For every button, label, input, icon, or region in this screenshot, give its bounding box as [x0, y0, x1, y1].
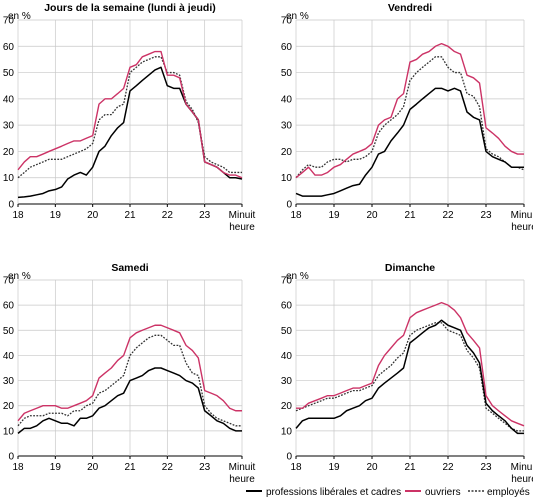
x-tick-label: 20 — [87, 462, 99, 473]
x-axis-label: heure — [511, 222, 533, 233]
y-tick-label: 50 — [281, 326, 293, 337]
x-tick-label: 22 — [442, 210, 454, 221]
x-tick-label: 23 — [480, 210, 492, 221]
x-axis-label: heure — [511, 474, 533, 485]
x-axis-label: heure — [229, 222, 255, 233]
y-tick-label: 60 — [281, 301, 293, 312]
x-tick-label: 21 — [404, 462, 416, 473]
series-line-ouvriers — [296, 301, 525, 427]
x-tick-label: 22 — [442, 462, 454, 473]
x-tick-label: 18 — [290, 210, 302, 221]
chart-samedi: Samedi en % 0 10 20 30 40 50 60 70 18 19 20 21 22 23 Min… — [3, 262, 256, 485]
y-unit-label: en % — [8, 11, 31, 22]
x-tick-label: 19 — [50, 462, 62, 473]
x-tick-label: 20 — [87, 210, 99, 221]
y-tick-label: 40 — [3, 351, 15, 362]
series-line-ouvriers — [17, 50, 243, 179]
x-tick-label: 20 — [366, 462, 378, 473]
legend-item-professions: professions libérales et cadres — [246, 487, 401, 498]
y-tick-label: 40 — [3, 94, 15, 105]
y-tick-label: 40 — [281, 351, 293, 362]
x-tick-label: 23 — [480, 462, 492, 473]
x-tick-label: 21 — [124, 462, 136, 473]
y-tick-label: 0 — [8, 200, 14, 211]
chart-title: Dimanche — [385, 262, 435, 274]
y-tick-label: 10 — [3, 173, 15, 184]
chart-semaine: Jours de la semaine (lundi à jeudi) en % 0… — [3, 2, 256, 233]
y-tick-label: 70 — [3, 276, 15, 287]
legend-label-ouvriers: ouvriers — [425, 487, 461, 498]
x-tick-label: 21 — [404, 210, 416, 221]
x-tick-label: 22 — [162, 462, 174, 473]
x-tick-label: 23 — [199, 462, 211, 473]
chart-vendredi: Vendredi en % 0 10 20 30 40 50 60 70 18 19 20 21 22 23 M… — [281, 2, 533, 233]
x-tick-label: 21 — [124, 210, 136, 221]
y-tick-label: 30 — [281, 376, 293, 387]
y-tick-label: 0 — [286, 200, 292, 211]
x-tick-label: 23 — [199, 210, 211, 221]
y-tick-label: 10 — [3, 426, 15, 437]
y-tick-label: 50 — [3, 326, 15, 337]
x-tick-label: 22 — [162, 210, 174, 221]
y-tick-label: 20 — [3, 401, 15, 412]
x-axis-label: heure — [229, 474, 255, 485]
x-tick-label: 20 — [366, 210, 378, 221]
y-tick-label: 20 — [281, 401, 293, 412]
y-tick-label: 20 — [3, 147, 15, 158]
y-tick-label: 60 — [3, 301, 15, 312]
y-tick-label: 10 — [281, 426, 293, 437]
chart-title: Jours de la semaine (lundi à jeudi) — [44, 2, 216, 14]
y-tick-label: 30 — [281, 121, 293, 132]
series-line-employes — [17, 334, 242, 427]
series-line-employes — [295, 56, 525, 179]
x-tick-label: 18 — [12, 210, 24, 221]
chart-dimanche: Dimanche en % 0 10 20 30 40 50 60 70 18 19 20 21 22 23 M… — [281, 262, 533, 485]
y-tick-label: 40 — [281, 94, 293, 105]
x-tick-label: Minuit — [229, 210, 256, 221]
series-line-professions — [295, 87, 524, 197]
y-tick-label: 10 — [281, 173, 293, 184]
chart-title: Samedi — [111, 262, 148, 274]
x-tick-label: Minuit — [511, 462, 533, 473]
y-tick-label: 70 — [281, 276, 293, 287]
x-tick-label: 19 — [328, 210, 340, 221]
y-tick-label: 0 — [286, 452, 292, 463]
y-tick-label: 0 — [8, 452, 14, 463]
series-line-professions — [295, 319, 524, 435]
y-unit-label: en % — [286, 271, 309, 282]
series-line-ouvriers — [17, 324, 242, 422]
series-line-employes — [17, 56, 242, 179]
y-tick-label: 30 — [3, 121, 15, 132]
y-unit-label: en % — [286, 11, 309, 22]
y-tick-label: 50 — [281, 68, 293, 79]
x-tick-label: 18 — [290, 462, 302, 473]
y-tick-label: 60 — [3, 42, 15, 53]
legend-item-ouvriers: ouvriers — [405, 487, 461, 498]
charts: Jours de la semaine (lundi à jeudi) en % 0… — [3, 2, 533, 485]
y-unit-label: en % — [8, 271, 31, 282]
y-tick-label: 50 — [3, 68, 15, 79]
legend-label-employes: employés — [487, 487, 530, 498]
y-tick-label: 70 — [3, 16, 15, 27]
y-tick-label: 70 — [281, 16, 293, 27]
y-tick-label: 30 — [3, 376, 15, 387]
x-tick-label: 18 — [12, 462, 24, 473]
y-tick-label: 60 — [281, 42, 293, 53]
legend-label-professions: professions libérales et cadres — [266, 487, 401, 498]
series-line-employes — [295, 322, 524, 432]
x-tick-label: Minuit — [229, 462, 256, 473]
x-tick-label: 19 — [328, 462, 340, 473]
x-tick-label: Minuit — [511, 210, 533, 221]
series-line-ouvriers — [295, 42, 524, 179]
x-tick-label: 19 — [50, 210, 62, 221]
legend-item-employes: employés — [468, 487, 530, 498]
series-line-professions — [17, 367, 242, 434]
y-tick-label: 20 — [281, 147, 293, 158]
chart-title: Vendredi — [388, 2, 432, 14]
legend: professions libérales et cadres ouvriers… — [246, 487, 530, 498]
